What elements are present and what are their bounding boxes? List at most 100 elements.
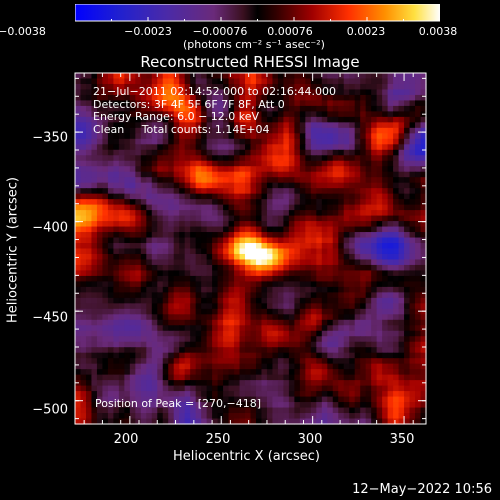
heatmap-cell <box>376 133 383 140</box>
heatmap-cell <box>124 297 131 304</box>
heatmap-cell <box>85 116 93 123</box>
heatmap-cell <box>376 396 383 403</box>
heatmap-cell <box>354 292 361 299</box>
heatmap-cell <box>327 352 334 359</box>
heatmap-cell <box>261 363 268 370</box>
heatmap-cell <box>349 308 356 315</box>
heatmap-cell <box>321 94 328 102</box>
heatmap-cell <box>310 385 317 392</box>
heatmap-cell <box>420 177 427 184</box>
heatmap-cell <box>316 396 323 403</box>
heatmap-cell <box>255 325 263 332</box>
heatmap-cell <box>162 111 169 118</box>
heatmap-cell <box>398 253 405 261</box>
heatmap-cell <box>212 391 219 398</box>
heatmap-cell <box>75 237 82 244</box>
heatmap-cell <box>118 144 125 151</box>
heatmap-cell <box>327 374 334 381</box>
y-tick-label: −400 <box>32 220 68 236</box>
heatmap-cell <box>107 177 114 184</box>
heatmap-cell <box>217 380 224 387</box>
heatmap-cell <box>223 341 230 348</box>
heatmap-cell <box>162 402 169 409</box>
heatmap-cell <box>168 314 175 321</box>
heatmap-cell <box>277 297 284 304</box>
heatmap-cell <box>217 308 224 315</box>
heatmap-cell <box>212 100 219 107</box>
colorbar-tick: −0.0038 <box>0 25 46 38</box>
heatmap-cell <box>245 204 252 211</box>
heatmap-cell <box>129 116 136 123</box>
heatmap-cell <box>129 264 136 272</box>
heatmap-cell <box>157 133 164 140</box>
heatmap-cell <box>305 341 312 348</box>
heatmap-cell <box>343 116 350 123</box>
heatmap-cell <box>162 292 169 299</box>
heatmap-cell <box>201 402 208 409</box>
heatmap-cell <box>212 270 219 277</box>
heatmap-cell <box>140 413 147 420</box>
heatmap-cell <box>212 160 219 167</box>
heatmap-cell <box>360 275 367 282</box>
heatmap-cell <box>124 204 131 211</box>
heatmap-cell <box>107 286 114 293</box>
heatmap-cell <box>184 73 191 80</box>
heatmap-cell <box>332 314 339 321</box>
heatmap-cell <box>146 215 153 222</box>
heatmap-cell <box>277 144 284 151</box>
heatmap-cell <box>157 352 164 359</box>
heatmap-cell <box>190 149 197 156</box>
heatmap-cell <box>96 166 104 173</box>
heatmap-cell <box>102 369 109 376</box>
heatmap-cell <box>250 380 257 387</box>
heatmap-cell <box>365 138 372 145</box>
heatmap-cell <box>321 347 328 354</box>
heatmap-cell <box>168 105 175 112</box>
heatmap-cell <box>327 155 334 162</box>
heatmap-cell <box>343 221 350 228</box>
heatmap-cell <box>266 243 274 250</box>
heatmap-cell <box>91 237 98 244</box>
heatmap-cell <box>195 352 202 359</box>
heatmap-cell <box>272 418 279 425</box>
heatmap-cell <box>239 215 246 222</box>
heatmap-cell <box>338 385 345 392</box>
heatmap-cell <box>277 308 284 315</box>
heatmap-cell <box>250 149 257 156</box>
heatmap-cell <box>201 286 208 293</box>
heatmap-cell <box>195 374 202 381</box>
heatmap-cell <box>365 160 372 167</box>
heatmap-cell <box>294 369 301 376</box>
heatmap-cell <box>277 94 284 102</box>
heatmap-cell <box>294 100 301 107</box>
heatmap-cell <box>96 182 104 189</box>
heatmap-cell <box>415 199 422 206</box>
heatmap-cell <box>228 155 235 162</box>
heatmap-cell <box>179 369 186 376</box>
heatmap-cell <box>338 325 345 332</box>
heatmap-cell <box>107 144 114 151</box>
heatmap-cell <box>206 319 213 326</box>
heatmap-cell <box>316 226 323 233</box>
heatmap-cell <box>135 171 142 178</box>
heatmap-cell <box>349 369 356 376</box>
heatmap-cell <box>387 127 394 134</box>
heatmap-cell <box>239 374 246 381</box>
heatmap-cell <box>250 155 257 162</box>
heatmap-cell <box>250 363 257 370</box>
heatmap-cell <box>168 286 175 293</box>
heatmap-cell <box>140 144 147 151</box>
heatmap-cell <box>316 259 323 266</box>
heatmap-cell <box>245 341 252 348</box>
heatmap-cell <box>393 314 400 321</box>
heatmap-cell <box>354 281 361 288</box>
heatmap-cell <box>179 259 186 266</box>
heatmap-cell <box>85 407 93 414</box>
heatmap-cell <box>272 413 279 420</box>
heatmap-cell <box>310 363 317 370</box>
heatmap-cell <box>393 407 400 414</box>
heatmap-cell <box>113 226 120 233</box>
heatmap-cell <box>365 363 372 370</box>
heatmap-cell <box>239 188 246 195</box>
heatmap-cell <box>415 413 422 420</box>
